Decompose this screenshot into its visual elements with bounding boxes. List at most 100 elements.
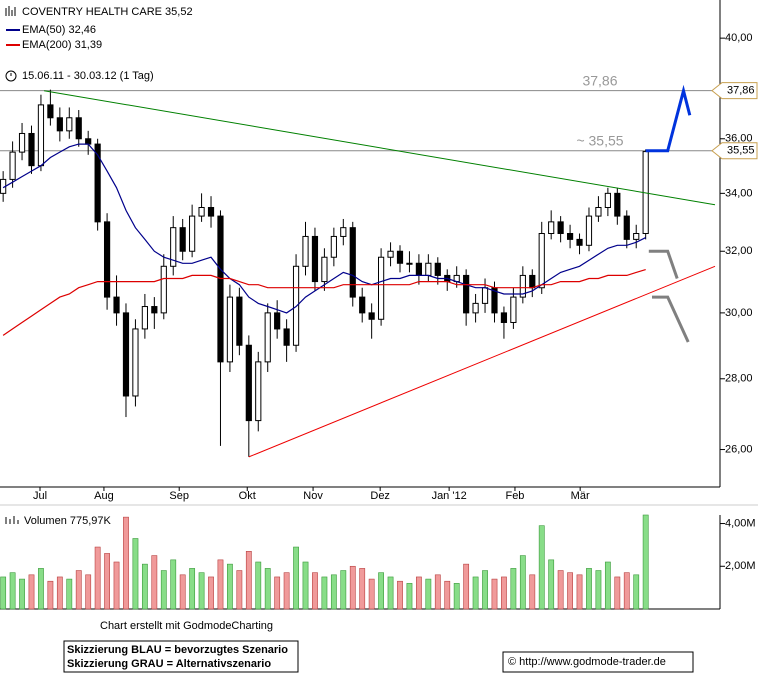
candle-body <box>56 117 63 132</box>
volume-bar <box>349 565 356 610</box>
x-tick-label: Jan '12 <box>432 490 467 502</box>
volume-bar <box>123 516 129 610</box>
volume-bar <box>576 574 583 610</box>
volume-bar <box>227 563 233 610</box>
level-tag <box>711 142 758 160</box>
candle-body <box>94 143 101 223</box>
chart-title: COVENTRY HEALTH CARE 35,52 <box>22 6 193 18</box>
volume-bar <box>217 559 224 610</box>
candle-body <box>141 306 148 330</box>
volume-bar <box>614 576 621 610</box>
x-tick-label: Jul <box>33 490 47 502</box>
candle-body <box>481 287 489 304</box>
volume-bar <box>302 561 309 610</box>
candle-body <box>510 296 517 323</box>
volume-bar <box>321 576 328 610</box>
volume-bar <box>406 583 413 610</box>
candle-body <box>472 302 479 314</box>
volume-bar <box>56 576 63 610</box>
volume-tick-label: 2,00M <box>725 560 756 572</box>
volume-bar <box>66 578 73 610</box>
volume-bar <box>255 561 262 610</box>
volume-bar <box>9 572 16 610</box>
x-tick-label: Aug <box>94 490 114 502</box>
volume-bar <box>397 580 403 610</box>
candle-body <box>245 344 252 422</box>
y-tick-label: 36,00 <box>725 133 753 145</box>
candle-body <box>434 262 441 276</box>
candle-body <box>321 256 328 283</box>
candle-body <box>198 206 205 217</box>
volume-bar <box>595 570 602 610</box>
candle-body <box>359 296 366 314</box>
candle-body <box>302 235 309 267</box>
candle-body <box>614 192 621 217</box>
volume-bar <box>586 568 592 610</box>
x-tick-label: Feb <box>505 490 524 502</box>
candle-body <box>283 328 290 346</box>
candle-body <box>378 256 385 320</box>
candle-body <box>226 296 234 363</box>
level-caption: 37,86 <box>582 72 617 88</box>
volume-bar <box>482 570 488 610</box>
ema-line <box>2 269 646 336</box>
volume-bar <box>567 572 573 610</box>
candle-body <box>425 262 432 276</box>
y-tick-label: 34,00 <box>725 187 753 199</box>
volume-bar <box>529 574 536 610</box>
candle-body <box>113 296 120 314</box>
volume-bar <box>359 568 366 610</box>
y-tick-label: 30,00 <box>725 307 753 319</box>
volume-bar <box>519 555 526 610</box>
trendline <box>44 90 716 206</box>
volume-bar <box>415 576 422 610</box>
candle-body <box>604 192 611 208</box>
volume-bar <box>491 578 498 610</box>
candle-body <box>170 227 177 267</box>
credit: Chart erstellt mit GodmodeCharting <box>100 620 273 632</box>
candle-body <box>18 132 26 153</box>
candle-body <box>189 215 196 252</box>
candle-body <box>548 221 555 235</box>
volume-bar <box>604 561 611 610</box>
y-tick-label: 40,00 <box>725 32 753 44</box>
volume-bar <box>434 574 441 610</box>
candle-body <box>396 250 404 264</box>
volume-bar <box>47 580 54 610</box>
volume-bar <box>151 555 158 610</box>
legend-blue: Skizzierung BLAU = bevorzugtes Szenario <box>67 644 288 656</box>
x-tick-label: Dez <box>370 490 390 502</box>
volume-bar <box>633 574 640 610</box>
y-tick-label: 26,00 <box>725 443 753 455</box>
url[interactable]: © http://www.godmode-trader.de <box>508 656 666 668</box>
candle-body <box>311 235 319 283</box>
candle-body <box>576 238 583 246</box>
candle-body <box>28 132 35 167</box>
candle-body <box>349 227 356 298</box>
trendline <box>248 265 716 458</box>
candle-body <box>340 227 347 237</box>
y-tick-label: 28,00 <box>725 373 753 385</box>
url-box <box>502 651 694 673</box>
volume-bar <box>453 583 460 610</box>
volume-bar <box>113 561 120 610</box>
volume-tick-label: 4,00M <box>725 517 756 529</box>
candle-body <box>217 215 224 363</box>
candle-body <box>529 274 536 289</box>
candle-body <box>585 215 593 246</box>
trendline <box>645 84 692 153</box>
date-range: 15.06.11 - 30.03.12 (1 Tag) <box>22 70 154 82</box>
volume-bar <box>198 572 205 610</box>
volume-bar <box>38 568 44 610</box>
title-icon <box>5 6 16 16</box>
candle-body <box>368 312 375 320</box>
candle-body <box>9 151 16 180</box>
volume-bar <box>387 576 394 610</box>
volume-bar <box>501 576 507 610</box>
candle-body <box>207 206 215 217</box>
candle-body <box>538 233 545 289</box>
candle-body <box>519 274 526 298</box>
candle-body <box>406 262 413 265</box>
candle-body <box>85 138 92 145</box>
